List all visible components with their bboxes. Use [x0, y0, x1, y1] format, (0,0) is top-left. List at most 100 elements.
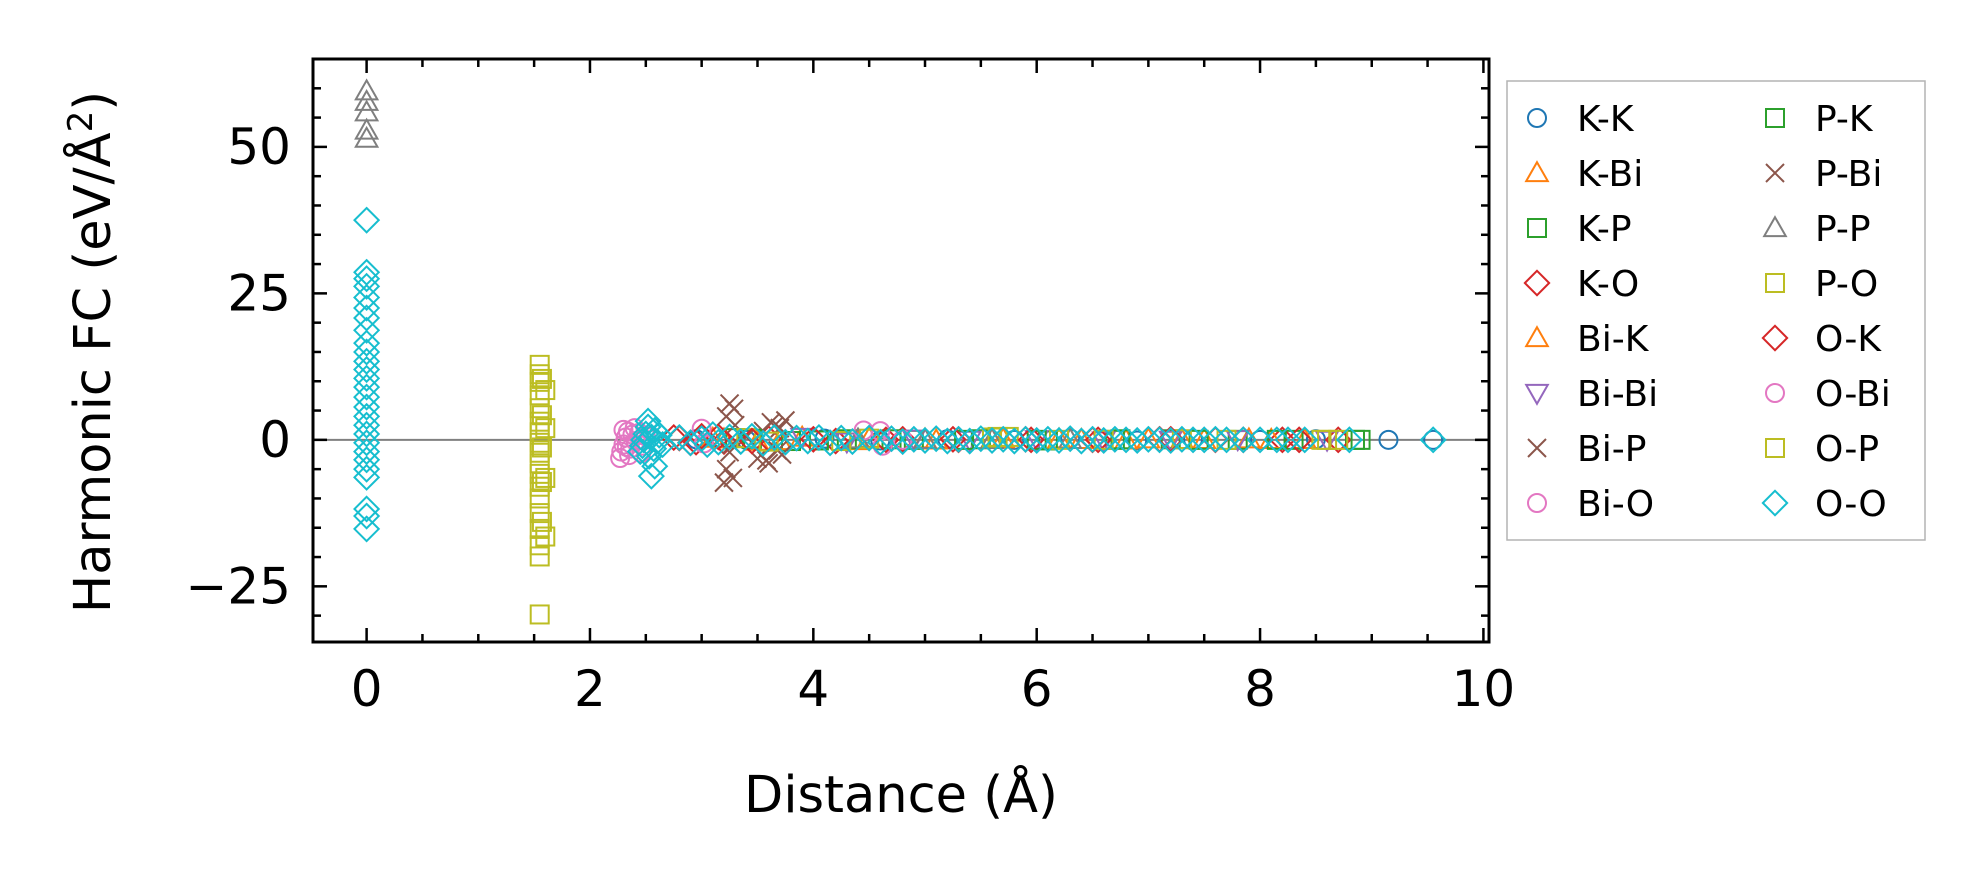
data-point	[535, 526, 556, 547]
legend-marker	[1765, 163, 1785, 183]
legend-marker	[1527, 493, 1547, 513]
data-point	[353, 438, 381, 466]
plot-frame	[311, 57, 1491, 644]
data-point	[956, 427, 984, 455]
legend-label: O-O	[1815, 484, 1887, 525]
legend-label: K-K	[1577, 99, 1635, 140]
legend-marker	[1765, 108, 1785, 128]
legend-entry-o-p: O-P	[1765, 429, 1879, 470]
legend-entry-p-k: P-K	[1765, 99, 1874, 140]
legend-label: K-P	[1577, 209, 1632, 250]
data-point	[531, 472, 552, 493]
data-point	[838, 428, 866, 456]
legend-label: O-P	[1815, 429, 1879, 470]
data-point	[353, 316, 381, 344]
x-tick-label: 10	[1452, 660, 1516, 718]
data-point	[727, 428, 755, 456]
data-point	[353, 347, 381, 375]
data-point	[353, 393, 381, 421]
data-point	[353, 502, 381, 530]
data-point	[1045, 426, 1073, 455]
series-p-o	[529, 354, 1349, 625]
legend-label: P-Bi	[1815, 154, 1882, 195]
data-point	[827, 424, 855, 452]
data-point	[933, 427, 961, 455]
data-point	[911, 426, 939, 455]
data-point	[1026, 429, 1047, 450]
legend-box	[1506, 80, 1926, 541]
data-point	[353, 373, 381, 401]
data-point	[354, 125, 380, 148]
data-point	[353, 206, 381, 234]
legend-entry-p-bi: P-Bi	[1765, 154, 1882, 195]
legend-marker	[1524, 160, 1550, 183]
legend-marker	[1527, 438, 1547, 458]
legend-marker	[1765, 383, 1785, 403]
data-point	[1328, 429, 1349, 450]
data-point	[922, 425, 950, 453]
y-tick-label: −25	[185, 557, 291, 615]
data-point	[699, 421, 727, 449]
data-point	[1350, 429, 1371, 450]
data-points	[353, 78, 1447, 625]
data-point	[1157, 426, 1185, 455]
y-tick-label: 0	[259, 411, 291, 469]
legend-marker	[1761, 489, 1789, 517]
data-point	[531, 511, 552, 532]
data-point	[1190, 426, 1218, 454]
data-point	[353, 383, 381, 411]
data-point	[1034, 425, 1062, 453]
data-point	[738, 422, 766, 450]
x-tick-label: 0	[351, 660, 383, 718]
data-point	[353, 495, 381, 523]
data-point	[1263, 426, 1291, 454]
data-point	[1145, 426, 1174, 454]
legend-entry-k-p: K-P	[1527, 209, 1632, 250]
data-point	[1179, 426, 1207, 454]
data-point	[353, 329, 381, 357]
legend-entry-bi-p: Bi-P	[1527, 429, 1646, 470]
data-point	[353, 420, 381, 448]
data-point	[353, 272, 381, 300]
data-point	[1056, 425, 1084, 453]
data-point	[1000, 427, 1028, 455]
data-point	[1419, 426, 1447, 454]
legend-entry-bi-o: Bi-O	[1527, 484, 1654, 525]
data-point	[877, 425, 906, 453]
data-point	[724, 399, 744, 419]
data-point	[723, 468, 743, 488]
data-point	[1158, 430, 1184, 453]
data-point	[529, 518, 550, 539]
y-tick-label: 50	[227, 118, 291, 176]
data-point	[912, 427, 938, 449]
legend-entry-k-bi: K-Bi	[1524, 154, 1643, 195]
data-point	[353, 429, 381, 457]
data-point	[978, 426, 1006, 455]
data-point	[1078, 425, 1107, 453]
legend-marker	[1527, 108, 1547, 128]
data-point	[1291, 426, 1319, 454]
legend-label: K-Bi	[1577, 154, 1643, 195]
legend-entry-p-o: P-O	[1765, 264, 1878, 305]
legend-marker	[1524, 383, 1550, 406]
legend-entry-o-k: O-K	[1761, 319, 1882, 360]
x-tick-label: 4	[797, 660, 829, 718]
data-point	[1378, 429, 1399, 450]
data-point	[1101, 425, 1129, 453]
data-point	[535, 380, 556, 401]
data-point	[783, 424, 811, 452]
data-point	[967, 425, 995, 453]
data-point	[944, 425, 973, 453]
y-axis-label-main: Harmonic FC (eV/Å	[61, 132, 123, 613]
data-point	[353, 258, 381, 286]
data-point	[1049, 429, 1070, 450]
legend-marker	[1761, 324, 1789, 352]
legend-label: Bi-K	[1577, 319, 1650, 360]
data-point	[1171, 429, 1192, 450]
data-point	[353, 338, 381, 366]
legend-entry-k-k: K-K	[1527, 99, 1635, 140]
series-p-p	[354, 78, 1083, 449]
data-point	[1023, 426, 1051, 455]
data-point	[353, 515, 381, 543]
